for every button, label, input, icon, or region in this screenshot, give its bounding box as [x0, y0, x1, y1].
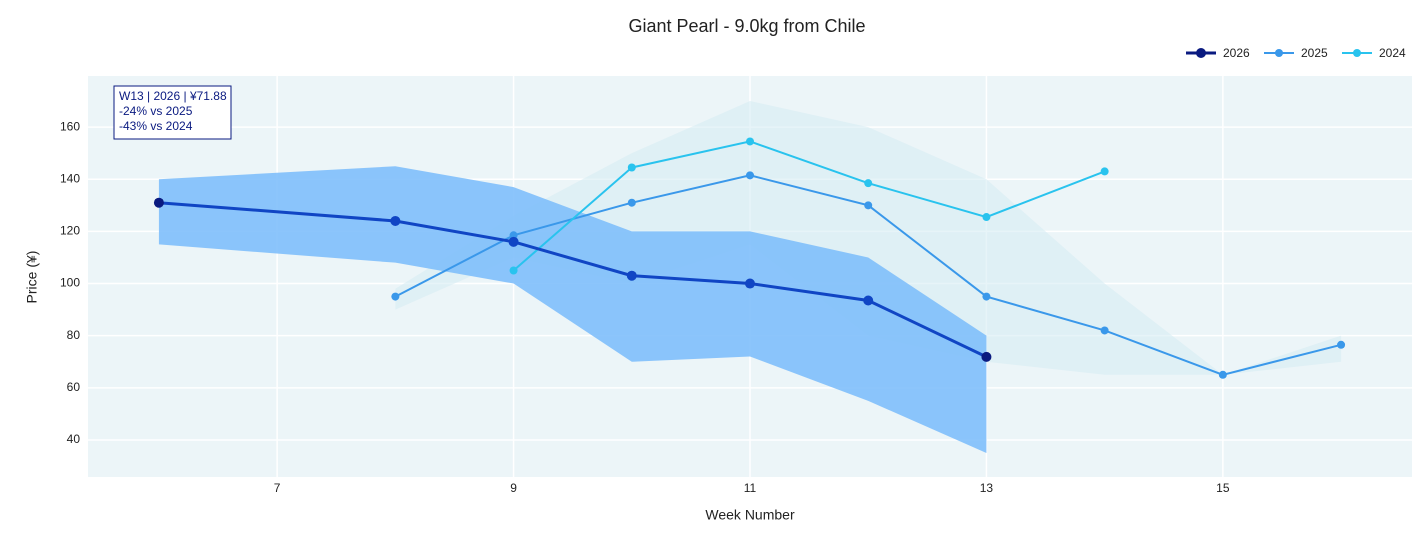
annotation-line: W13 | 2026 | ¥71.88: [119, 89, 227, 103]
y-tick-label: 60: [67, 380, 81, 394]
data-point: [981, 351, 992, 362]
y-tick-label: 120: [60, 224, 80, 238]
x-tick-label: 15: [1216, 481, 1230, 495]
x-tick-label: 11: [744, 481, 757, 495]
y-tick-label: 40: [67, 432, 81, 446]
data-point: [746, 137, 754, 146]
data-point: [982, 213, 991, 222]
legend-marker: [1196, 48, 1206, 58]
y-axis-label: Price (¥): [24, 251, 40, 304]
data-point: [746, 171, 754, 180]
data-point: [390, 215, 401, 226]
annotation-line: -43% vs 2024: [119, 119, 193, 133]
annotation-box: [113, 85, 232, 140]
legend-marker: [1353, 49, 1361, 57]
x-tick-label: 7: [274, 481, 281, 495]
data-point: [627, 198, 636, 207]
data-point: [863, 295, 874, 306]
data-point: [508, 236, 519, 247]
series-line: [512, 140, 1106, 272]
data-point: [745, 278, 755, 289]
legend-label: 2025: [1301, 46, 1328, 60]
data-point: [153, 197, 164, 208]
data-point: [864, 179, 873, 188]
annotation-line: -24% vs 2025: [119, 104, 193, 118]
x-tick-label: 13: [980, 481, 994, 495]
legend-label: 2026: [1223, 46, 1250, 60]
x-tick-label: 9: [510, 481, 517, 495]
data-point: [509, 266, 518, 275]
data-point: [1337, 340, 1346, 349]
legend-label: 2024: [1379, 46, 1406, 60]
data-point: [626, 270, 637, 281]
y-tick-label: 80: [67, 328, 81, 342]
data-point: [627, 163, 636, 172]
band: [158, 166, 987, 454]
data-point: [1100, 326, 1109, 335]
data-point: [864, 201, 873, 210]
chart-title: Giant Pearl - 9.0kg from Chile: [628, 16, 865, 36]
data-point: [1218, 370, 1227, 379]
y-tick-label: 100: [60, 276, 80, 290]
data-point: [982, 292, 991, 301]
legend-marker: [1275, 49, 1283, 57]
data-point: [391, 292, 400, 301]
x-axis-label: Week Number: [705, 507, 795, 523]
y-tick-label: 140: [60, 171, 80, 185]
y-tick-label: 160: [60, 119, 80, 133]
data-point: [1100, 167, 1109, 176]
